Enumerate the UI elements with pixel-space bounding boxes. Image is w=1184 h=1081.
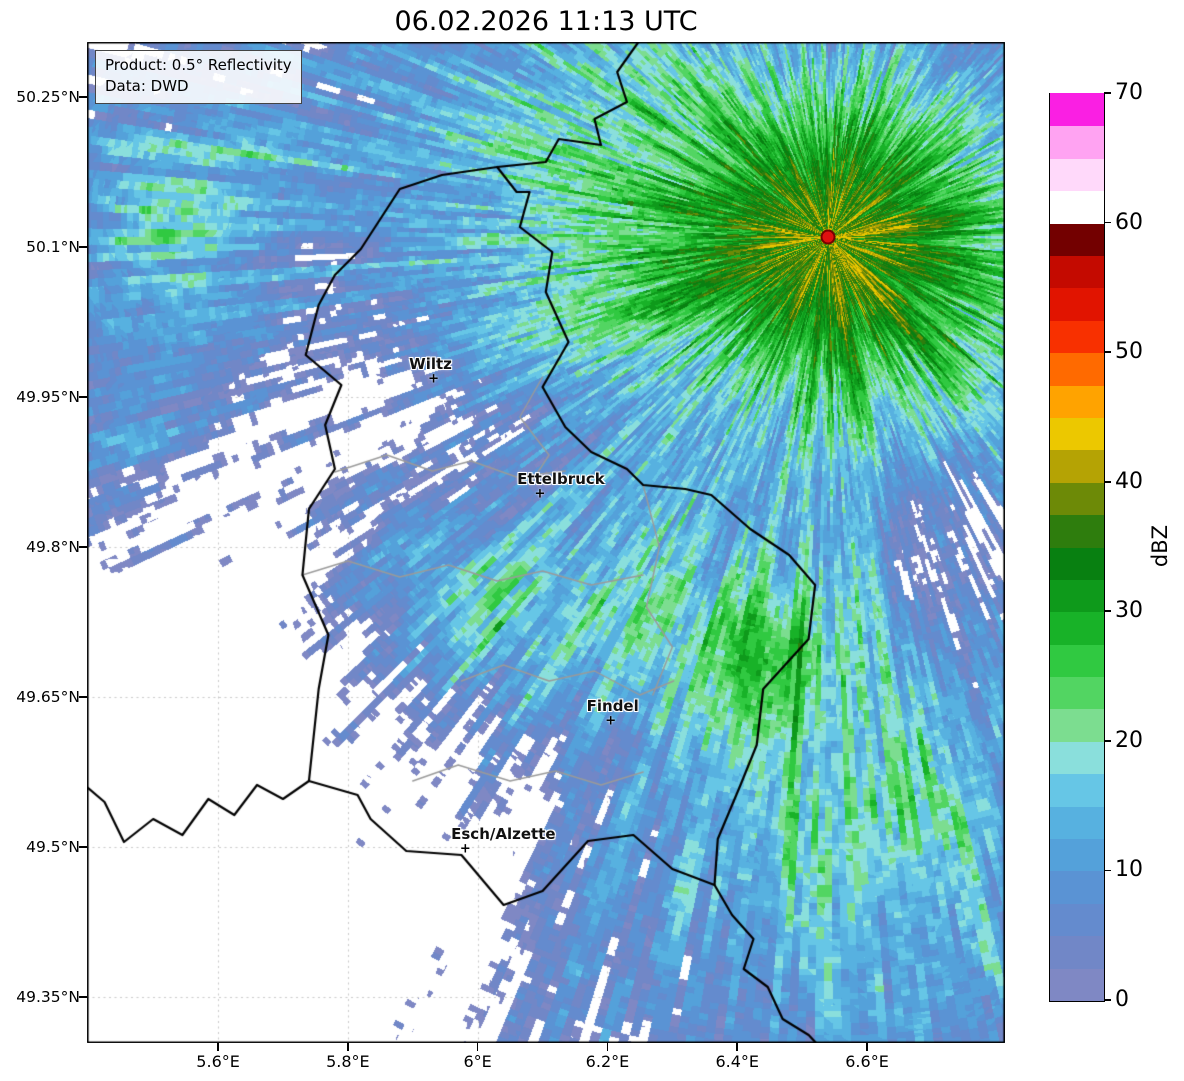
y-tick-label: 49.95°N (16, 388, 80, 406)
y-tick-mark (79, 396, 87, 398)
colorbar-segment (1050, 643, 1104, 678)
colorbar-segment (1050, 319, 1104, 354)
y-tick-mark (79, 846, 87, 848)
city-label: Ettelbruck (517, 470, 605, 488)
colorbar-segment (1050, 740, 1104, 775)
y-tick-label: 50.25°N (16, 88, 80, 106)
colorbar-tick-label: 40 (1115, 468, 1143, 494)
colorbar-segment (1050, 449, 1104, 483)
city-label: Wiltz (409, 355, 452, 373)
colorbar-segment (1050, 708, 1104, 742)
colorbar-tick-mark (1104, 351, 1111, 353)
colorbar-tick-mark (1104, 92, 1111, 94)
colorbar-segment (1050, 676, 1104, 710)
x-tick-label: 6°E (463, 1052, 492, 1071)
colorbar-tick-label: 0 (1115, 987, 1129, 1012)
colorbar-segment (1050, 254, 1104, 289)
colorbar-tick-label: 60 (1115, 209, 1143, 235)
x-tick-mark (347, 1043, 349, 1051)
city-label: Findel (586, 697, 639, 715)
y-tick-label: 49.5°N (26, 838, 80, 856)
colorbar-segment (1050, 935, 1104, 969)
y-tick-mark (79, 696, 87, 698)
colorbar-tick-mark (1104, 480, 1111, 483)
x-tick-mark (217, 1043, 219, 1051)
colorbar-tick-label: 10 (1115, 857, 1143, 883)
figure-title: 06.02.2026 11:13 UTC (394, 6, 698, 37)
colorbar-segment (1050, 514, 1104, 548)
y-tick-mark (79, 996, 87, 998)
map-area: Product: 0.5° Reflectivity Data: DWD + Wi… (87, 42, 1005, 1043)
product-line: Product: 0.5° Reflectivity (105, 56, 292, 74)
city-label: Esch/Alzette (451, 825, 556, 843)
data-source-line: Data: DWD (105, 77, 189, 95)
colorbar-segment (1050, 92, 1104, 127)
x-tick-label: 5.6°E (196, 1052, 240, 1071)
colorbar (1049, 92, 1105, 1002)
colorbar-tick-label: 50 (1115, 339, 1143, 365)
x-tick-label: 5.8°E (326, 1052, 370, 1071)
colorbar-segment (1050, 773, 1104, 807)
city-marker: + (534, 486, 546, 502)
y-tick-label: 49.35°N (16, 988, 80, 1006)
colorbar-segment (1050, 125, 1104, 159)
y-tick-label: 50.1°N (26, 238, 80, 256)
y-tick-mark (79, 96, 87, 98)
radar-site-marker (820, 229, 836, 245)
colorbar-segment (1050, 481, 1104, 516)
colorbar-tick-mark (1104, 869, 1111, 872)
colorbar-tick-mark (1104, 740, 1111, 742)
colorbar-segment (1050, 352, 1104, 386)
colorbar-segment (1050, 416, 1104, 451)
colorbar-segment (1050, 578, 1104, 613)
y-tick-mark (79, 546, 87, 548)
colorbar-tick-label: 30 (1115, 598, 1143, 624)
colorbar-segment (1050, 190, 1104, 224)
y-tick-label: 49.8°N (26, 538, 80, 556)
colorbar-segment (1050, 967, 1104, 1001)
colorbar-tick-mark (1104, 610, 1111, 613)
colorbar-segment (1050, 287, 1104, 321)
product-info-box: Product: 0.5° Reflectivity Data: DWD (95, 50, 302, 104)
x-tick-mark (736, 1043, 739, 1051)
city-marker: + (459, 841, 471, 857)
colorbar-unit-label: dBZ (1148, 524, 1172, 568)
colorbar-segment (1050, 805, 1104, 840)
x-tick-label: 6.6°E (845, 1052, 889, 1071)
colorbar-segment (1050, 611, 1104, 645)
y-tick-label: 49.65°N (16, 688, 80, 706)
city-marker: + (428, 371, 439, 387)
colorbar-tick-label: 70 (1115, 80, 1143, 105)
colorbar-segment (1050, 157, 1104, 192)
colorbar-segment (1050, 837, 1104, 872)
colorbar-segment (1050, 902, 1104, 937)
y-tick-mark (79, 246, 87, 248)
x-tick-mark (866, 1043, 868, 1051)
x-tick-label: 6.2°E (585, 1052, 630, 1071)
colorbar-tick-mark (1104, 221, 1111, 224)
x-tick-label: 6.4°E (715, 1052, 760, 1071)
colorbar-segment (1050, 384, 1104, 418)
x-tick-mark (606, 1043, 609, 1051)
x-tick-mark (476, 1043, 479, 1051)
radar-map-canvas (87, 42, 1005, 1043)
colorbar-segment (1050, 222, 1104, 256)
colorbar-tick-mark (1104, 999, 1111, 1001)
colorbar-tick-label: 20 (1115, 727, 1143, 753)
city-marker: + (605, 713, 617, 729)
colorbar-segment (1050, 546, 1104, 580)
colorbar-segment (1050, 870, 1104, 904)
